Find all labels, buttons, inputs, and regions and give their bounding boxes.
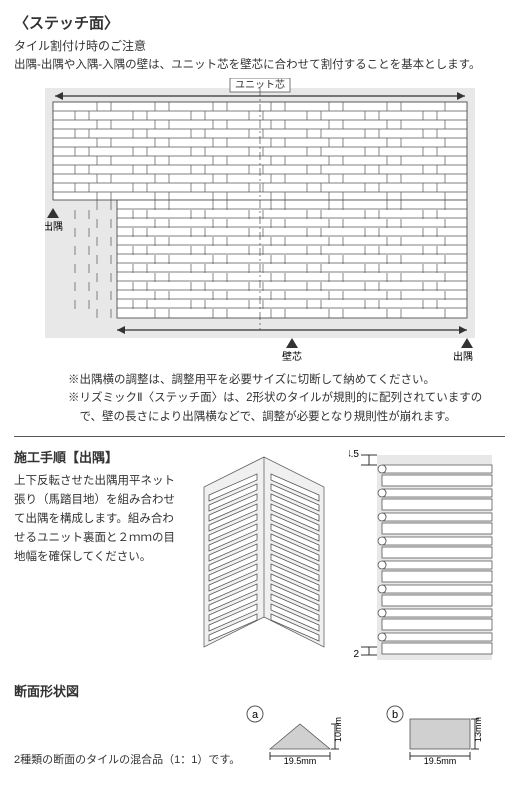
svg-text:出隅: 出隅 [45, 220, 63, 233]
svg-text:出隅: 出隅 [453, 350, 473, 363]
cross-section-title: 断面形状図 [14, 681, 505, 700]
svg-text:13mm: 13mm [473, 717, 483, 742]
section-title: 〈ステッチ面〉 [14, 12, 505, 33]
svg-text:b: b [392, 709, 398, 721]
procedure-title: 施工手順【出隅】 [14, 447, 179, 466]
section-note: 出隅-出隅や入隅-入隅の壁は、ユニット芯を壁芯に合わせて割付することを基本としま… [14, 56, 505, 72]
svg-text:壁芯: 壁芯 [282, 350, 302, 363]
corner-3d-diagram [189, 447, 339, 667]
side-elevation-diagram: 4.5 2 [349, 447, 505, 667]
svg-text:4.5: 4.5 [349, 449, 359, 460]
svg-text:2: 2 [353, 649, 359, 660]
svg-text:a: a [252, 709, 259, 721]
tile-layout-diagram: ユニット芯 [14, 78, 505, 363]
note-line-1: ※出隅横の調整は、調整用平を必要サイズに切断して納めてください。 [68, 371, 505, 389]
separator [14, 436, 505, 437]
svg-text:10mm: 10mm [333, 717, 343, 742]
procedure-body: 上下反転させた出隅用平ネット張り（馬踏目地）を組み合わせて出隅を構成します。組み… [14, 472, 179, 567]
svg-text:19.5mm: 19.5mm [424, 756, 457, 764]
cross-section-a: a 10mm 19.5mm [245, 704, 355, 767]
note-line-2: ※リズミックⅡ〈ステッチ面〉は、2形状のタイルが規則的に配列されていますの [68, 389, 505, 407]
adjustment-notes: ※出隅横の調整は、調整用平を必要サイズに切断して納めてください。 ※リズミックⅡ… [68, 371, 505, 426]
cross-section-subtitle: 2種類の断面のタイルの混合品（1：1）です。 [14, 751, 245, 767]
note-line-3: で、壁の長さにより出隅横などで、調整が必要となり規則性が崩れます。 [68, 408, 505, 426]
cross-section-b: b 13mm 19.5mm [385, 704, 495, 767]
section-subtitle: タイル割付け時のご注意 [14, 37, 505, 54]
svg-text:19.5mm: 19.5mm [284, 756, 317, 764]
